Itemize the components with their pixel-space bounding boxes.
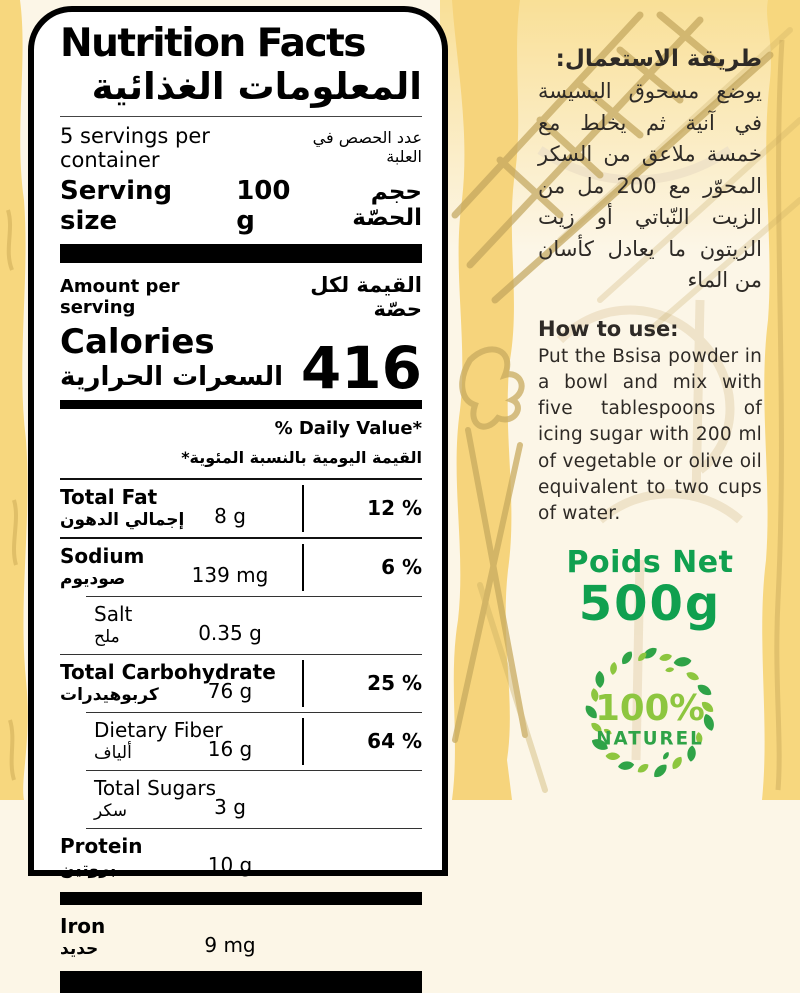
badge-percent-text: 100% — [595, 688, 705, 729]
serving-size-label-en: Serving size — [60, 176, 173, 237]
row-separator — [86, 595, 422, 597]
nutrient-amount: 8 g — [214, 503, 246, 528]
row-separator — [86, 711, 422, 713]
natural-badge: 100% NATUREL — [538, 639, 762, 795]
nutrient-daily-value: 25 % — [367, 671, 422, 695]
nutrient-name-ar: ألياف — [94, 742, 132, 763]
amount-per-serving-row: Amount per serving القيمة لكل حصّة — [60, 273, 422, 321]
calories-row: Calories السعرات الحرارية 416 — [60, 322, 422, 403]
thick-divider-bar — [60, 891, 422, 905]
nutrient-row-dietary-fiber: Dietary Fiber ألياف 16 g 64 % — [60, 713, 422, 770]
nutrient-row-total-fat: Total Fat إجمالي الدهون 8 g 12 % — [60, 480, 422, 537]
nutrient-daily-value: 64 % — [367, 729, 422, 753]
nutrient-name-en: Salt — [94, 601, 133, 626]
nutrient-name-ar: إجمالي الدهون — [60, 509, 185, 530]
usage-body-en: Put the Bsisa powder in a bowl and mix w… — [538, 345, 762, 525]
thick-divider-bar — [60, 244, 422, 264]
nutrient-row-sodium: Sodium صوديوم 139 mg 6 % — [60, 539, 422, 596]
column-divider — [302, 717, 304, 765]
row-separator — [60, 477, 422, 480]
row-separator — [60, 536, 422, 539]
servings-per-container-ar: عدد الحصص في العلبة — [312, 128, 422, 167]
nutrient-daily-value: 6 % — [381, 555, 422, 579]
thin-divider-bar — [60, 399, 422, 409]
usage-instructions-en: How to use: Put the Bsisa powder in a bo… — [538, 317, 762, 528]
nutrient-row-total-carbohydrate: Total Carbohydrate كربوهيدرات 76 g 25 % — [60, 655, 422, 712]
divider — [60, 116, 422, 118]
usage-body-ar: يوضع مسحوق البسيسة في آنية ثم يخلط مع خم… — [538, 79, 762, 292]
nutrient-name-en: Sodium — [60, 543, 145, 568]
usage-instructions-ar: طريقة الاستعمال: يوضع مسحوق البسيسة في آ… — [538, 46, 762, 297]
nutrient-amount: 10 g — [207, 852, 253, 877]
leaf-wreath-icon: 100% NATUREL — [582, 645, 717, 781]
nutrition-facts-title-ar: المعلومات الغذائية — [91, 64, 422, 108]
row-separator — [60, 653, 422, 655]
nutrient-name-ar: صوديوم — [60, 568, 126, 589]
usage-title-ar: طريقة الاستعمال: — [555, 46, 762, 72]
nutrient-name-ar: كربوهيدرات — [60, 684, 159, 705]
daily-value-note-ar: القيمة اليومية بالنسبة المئوية* — [181, 447, 422, 467]
nutrient-name-en: Dietary Fiber — [94, 717, 223, 742]
nutrient-amount: 0.35 g — [198, 620, 262, 645]
calories-label-ar: السعرات الحرارية — [60, 362, 284, 392]
daily-value-note-en: % Daily Value* — [274, 417, 422, 439]
badge-naturel-text: NATUREL — [596, 729, 704, 750]
serving-size-row: Serving size 100 g حجم الحصّة — [60, 176, 422, 236]
net-weight-label: Poids Net — [566, 545, 734, 581]
servings-row: 5 servings per container عدد الحصص في ال… — [60, 124, 422, 172]
column-divider — [302, 543, 304, 591]
nutrient-daily-value: 12 % — [367, 496, 422, 520]
nutrient-amount: 9 mg — [204, 932, 256, 957]
nutrient-name-en: Total Sugars — [94, 775, 217, 800]
nutrient-row-salt: Salt ملح 0.35 g — [60, 597, 422, 654]
calories-label-en: Calories — [60, 322, 215, 363]
net-weight: Poids Net 500g — [538, 545, 762, 629]
nutrient-name-en: Total Carbohydrate — [60, 659, 276, 684]
servings-per-container-en: 5 servings per container — [60, 124, 210, 173]
nutrient-amount: 76 g — [207, 678, 253, 703]
nutrient-amount: 16 g — [207, 736, 253, 761]
usage-title-en: How to use: — [538, 316, 679, 341]
net-weight-value: 500g — [578, 576, 722, 633]
serving-size-label-ar: حجم الحصّة — [352, 179, 422, 232]
column-divider — [302, 659, 304, 707]
nutrient-row-iron: Iron حديد 9 mg — [60, 909, 422, 966]
nutrient-row-total-sugars: Total Sugars سكر 3 g — [60, 771, 422, 828]
nutrient-name-ar: ملح — [94, 626, 120, 647]
right-column: طريقة الاستعمال: يوضع مسحوق البسيسة في آ… — [538, 0, 762, 795]
nutrition-facts-panel: Nutrition Facts المعلومات الغذائية 5 ser… — [28, 6, 448, 993]
column-divider — [302, 484, 304, 532]
thick-divider-bar — [60, 970, 422, 993]
calories-value: 416 — [300, 334, 422, 403]
nutrition-facts-title-en: Nutrition Facts — [60, 21, 366, 66]
nutrient-row-protein: Protein بروتين 10 g — [60, 829, 422, 886]
nutrient-name-en: Total Fat — [60, 484, 158, 509]
amount-per-serving-en: Amount per serving — [60, 276, 180, 319]
row-separator — [86, 769, 422, 771]
amount-per-serving-ar: القيمة لكل حصّة — [310, 273, 422, 322]
serving-size-value: 100 g — [236, 176, 291, 237]
nutrient-amount: 3 g — [214, 794, 246, 819]
nutrient-amount: 139 mg — [191, 562, 269, 587]
